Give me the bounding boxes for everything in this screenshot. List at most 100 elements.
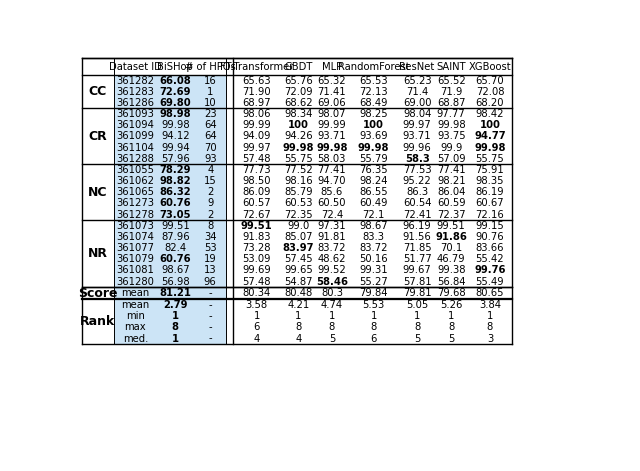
Bar xyxy=(434,287,468,300)
Text: 19: 19 xyxy=(204,254,216,264)
Text: 58.46: 58.46 xyxy=(316,276,348,286)
Bar xyxy=(468,265,511,276)
Bar xyxy=(157,153,194,164)
Text: 361077: 361077 xyxy=(116,243,154,253)
Bar xyxy=(157,310,194,322)
Text: 1: 1 xyxy=(448,311,454,321)
Text: 65.23: 65.23 xyxy=(403,75,431,86)
Bar xyxy=(281,153,316,164)
Text: 79.68: 79.68 xyxy=(437,288,465,298)
Text: 8: 8 xyxy=(329,322,335,333)
Bar xyxy=(194,265,227,276)
Bar xyxy=(348,310,400,322)
Bar xyxy=(194,153,227,164)
Bar xyxy=(227,97,233,108)
Text: 72.67: 72.67 xyxy=(243,210,271,219)
Bar xyxy=(114,58,157,75)
Bar xyxy=(348,322,400,333)
Text: 99.98: 99.98 xyxy=(283,143,314,153)
Text: 68.62: 68.62 xyxy=(284,98,313,108)
Text: 72.35: 72.35 xyxy=(284,210,313,219)
Bar xyxy=(348,142,400,153)
Bar xyxy=(400,86,434,97)
Bar xyxy=(434,97,468,108)
Bar xyxy=(81,220,114,287)
Text: 95.22: 95.22 xyxy=(403,176,431,186)
Text: -: - xyxy=(209,322,212,333)
Text: 72.08: 72.08 xyxy=(476,87,504,97)
Text: 97.77: 97.77 xyxy=(437,109,466,119)
Bar xyxy=(281,131,316,142)
Bar xyxy=(227,153,233,164)
Text: 91.81: 91.81 xyxy=(317,232,346,242)
Bar xyxy=(157,120,194,131)
Text: 2: 2 xyxy=(207,210,213,219)
Text: 72.09: 72.09 xyxy=(284,87,313,97)
Text: 71.41: 71.41 xyxy=(317,87,346,97)
Bar xyxy=(400,187,434,198)
Bar xyxy=(114,108,157,120)
Bar xyxy=(400,243,434,254)
Text: 99.98: 99.98 xyxy=(316,143,348,153)
Bar xyxy=(114,142,157,153)
Bar xyxy=(316,231,348,243)
Bar xyxy=(316,209,348,220)
Text: 98.07: 98.07 xyxy=(317,109,346,119)
Text: 98.16: 98.16 xyxy=(284,176,313,186)
Bar xyxy=(400,265,434,276)
Bar xyxy=(194,97,227,108)
Text: 71.85: 71.85 xyxy=(403,243,431,253)
Text: 68.87: 68.87 xyxy=(437,98,465,108)
Text: 361278: 361278 xyxy=(116,210,154,219)
Text: 55.79: 55.79 xyxy=(359,154,388,164)
Bar xyxy=(157,333,194,344)
Bar xyxy=(81,287,114,300)
Bar xyxy=(114,220,157,231)
Text: CR: CR xyxy=(88,130,108,143)
Text: 53.09: 53.09 xyxy=(243,254,271,264)
Bar xyxy=(281,243,316,254)
Bar xyxy=(233,333,281,344)
Text: 87.96: 87.96 xyxy=(161,232,189,242)
Text: 55.75: 55.75 xyxy=(476,154,504,164)
Bar xyxy=(348,243,400,254)
Bar xyxy=(316,142,348,153)
Bar xyxy=(281,86,316,97)
Text: 91.86: 91.86 xyxy=(435,232,467,242)
Text: 100: 100 xyxy=(479,120,500,130)
Bar xyxy=(348,254,400,265)
Bar xyxy=(227,142,233,153)
Text: 4: 4 xyxy=(207,165,213,175)
Text: 98.82: 98.82 xyxy=(159,176,191,186)
Text: 99.98: 99.98 xyxy=(437,120,465,130)
Bar xyxy=(468,86,511,97)
Bar xyxy=(227,310,233,322)
Text: mean: mean xyxy=(122,300,150,310)
Text: 98.34: 98.34 xyxy=(284,109,313,119)
Bar xyxy=(348,333,400,344)
Text: 70: 70 xyxy=(204,143,216,153)
Bar xyxy=(281,220,316,231)
Text: 60.76: 60.76 xyxy=(159,254,191,264)
Bar xyxy=(468,97,511,108)
Bar xyxy=(400,164,434,176)
Bar xyxy=(281,176,316,187)
Bar xyxy=(468,108,511,120)
Text: 57.48: 57.48 xyxy=(243,154,271,164)
Text: 60.67: 60.67 xyxy=(476,198,504,208)
Bar xyxy=(227,333,233,344)
Text: 77.41: 77.41 xyxy=(437,165,465,175)
Bar xyxy=(400,58,434,75)
Bar xyxy=(157,231,194,243)
Bar xyxy=(468,164,511,176)
Text: med.: med. xyxy=(123,333,148,343)
Text: 361099: 361099 xyxy=(116,131,154,141)
Text: 1: 1 xyxy=(172,311,179,321)
Text: 97.31: 97.31 xyxy=(317,221,346,231)
Bar xyxy=(233,231,281,243)
Bar xyxy=(281,322,316,333)
Bar xyxy=(468,209,511,220)
Bar xyxy=(233,187,281,198)
Bar xyxy=(400,176,434,187)
Text: 60.57: 60.57 xyxy=(243,198,271,208)
